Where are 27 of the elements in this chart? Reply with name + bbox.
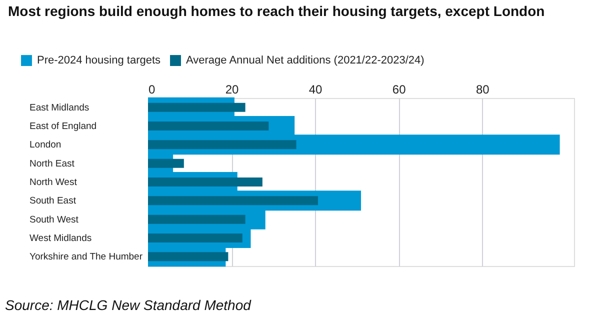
y-tick-label: South West [30, 214, 79, 226]
bar [148, 214, 246, 224]
y-tick-label: Yorkshire and The Humber [30, 252, 143, 263]
y-tick-label: East of England [30, 121, 97, 132]
chart-title: Most regions build enough homes to reach their housing targets, except London [8, 3, 545, 19]
bar [148, 140, 296, 150]
bar [148, 196, 318, 206]
y-tick-label: East Midlands [30, 102, 90, 114]
x-tick-label: 40 [308, 82, 323, 96]
bar [148, 234, 242, 242]
bar [148, 158, 184, 168]
legend-label: Pre-2024 housing targets [37, 54, 162, 67]
x-tick-label: 60 [392, 82, 406, 96]
bar [148, 252, 228, 262]
y-tick-label: West Midlands [30, 233, 92, 244]
bar [148, 122, 269, 130]
source-note: Source: MHCLG New Standard Method [5, 297, 252, 313]
legend-label: Average Annual Net additions (2021/22-2023/24) [186, 54, 424, 67]
x-tick-label: 80 [476, 82, 490, 96]
y-tick-label: South East [30, 196, 76, 207]
bar [148, 102, 246, 112]
x-tick-label: 20 [225, 82, 240, 96]
bar [148, 178, 262, 186]
x-tick-label: 0 [148, 82, 156, 96]
y-tick-label: North East [30, 158, 75, 170]
y-tick-label: London [30, 140, 62, 151]
y-tick-label: North West [30, 177, 78, 188]
